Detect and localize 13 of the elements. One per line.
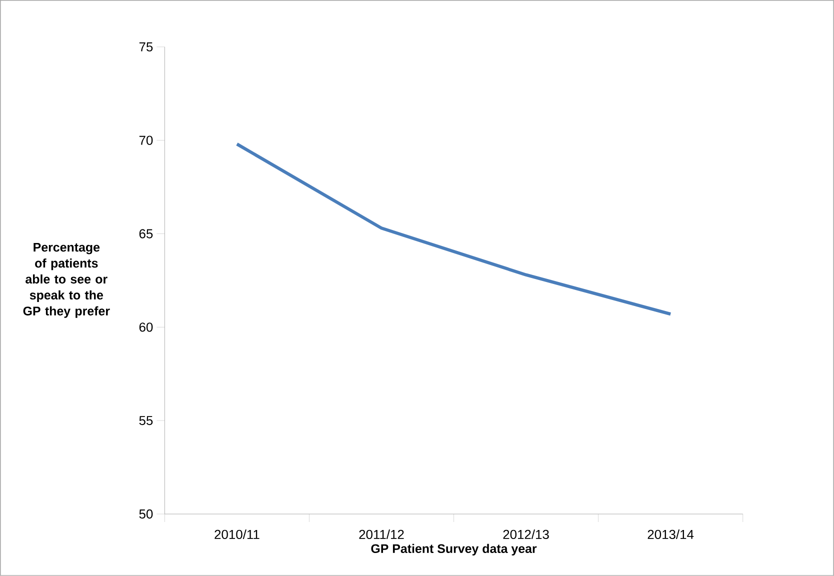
y-tick-label: 55 bbox=[139, 416, 153, 426]
x-axis-title: GP Patient Survey data year bbox=[371, 544, 537, 556]
x-tick-label: 2010/11 bbox=[214, 530, 260, 540]
y-tick-label: 60 bbox=[139, 322, 153, 332]
y-tick-label: 65 bbox=[139, 229, 153, 238]
x-tick-label: 2011/12 bbox=[359, 530, 404, 540]
y-axis-title: Percentage of patients able to see or speak to the GP they prefer bbox=[23, 243, 110, 318]
y-tick-label: 75 bbox=[139, 42, 153, 52]
y-tick-label: 70 bbox=[139, 136, 153, 145]
x-tick-label: 2012/13 bbox=[503, 530, 549, 540]
line-series bbox=[235, 142, 672, 316]
x-tick-label: 2013/14 bbox=[648, 530, 694, 540]
y-tick-label: 50 bbox=[139, 509, 153, 519]
